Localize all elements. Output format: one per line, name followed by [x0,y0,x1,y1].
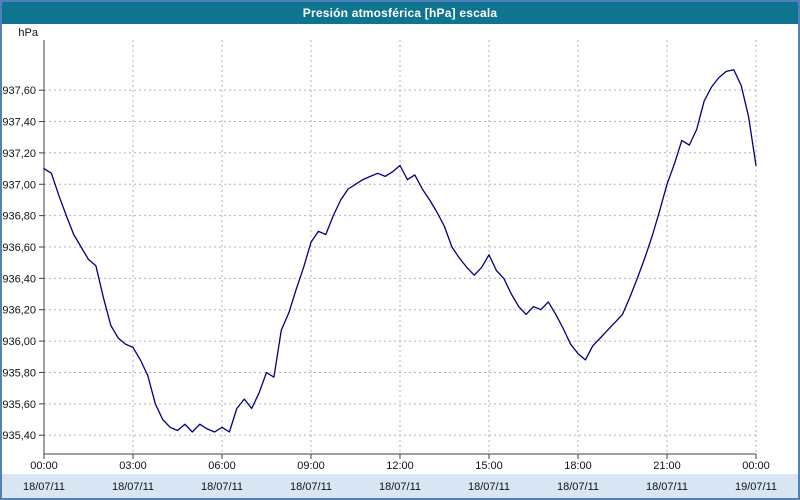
chart-title: Presión atmosférica [hPa] escala [302,6,498,20]
x-tick-date-label: 18/07/11 [557,481,599,493]
y-tick-label: 935,80 [2,367,36,379]
x-tick-time-label: 00:00 [30,460,58,472]
y-axis-unit-label: hPa [18,27,38,39]
y-tick-label: 936,20 [2,305,36,317]
chart-title-bar: Presión atmosférica [hPa] escala [2,2,798,24]
x-tick-date-label: 18/07/11 [23,481,65,493]
pressure-chart: 937,60 937,40 937,20 937,00 936,80 936,60 936,… [2,24,798,498]
x-tick-time-label: 15:00 [475,460,503,472]
pressure-line [43,69,757,433]
y-tick-label: 937,20 [2,148,36,160]
x-tick-date-label: 18/07/11 [201,481,243,493]
x-tick-date-label: 18/07/11 [468,481,510,493]
y-tick-label: 935,40 [2,430,36,442]
y-tick-label: 937,60 [2,85,36,97]
y-tick-label: 936,80 [2,211,36,223]
x-tick-date-label: 19/07/11 [735,481,777,493]
x-tick-time-label: 12:00 [386,460,414,472]
y-tick-label: 936,60 [2,242,36,254]
y-tick-label: 936,00 [2,336,36,348]
x-tick-date-label: 18/07/11 [646,481,688,493]
x-tick-time-label: 09:00 [297,460,325,472]
y-tick-label: 937,40 [2,117,36,129]
y-tick-label: 937,00 [2,179,36,191]
y-tick-label: 936,40 [2,273,36,285]
x-tick-time-label: 06:00 [208,460,236,472]
y-tick-label: 935,60 [2,399,36,411]
x-tick-time-label: 18:00 [564,460,592,472]
x-tick-time-label: 03:00 [119,460,147,472]
date-strip [2,474,798,498]
x-tick-date-label: 18/07/11 [379,481,421,493]
x-tick-date-label: 18/07/11 [112,481,154,493]
x-tick-time-label: 00:00 [742,460,770,472]
x-tick-time-label: 21:00 [653,460,681,472]
x-tick-date-label: 18/07/11 [290,481,332,493]
